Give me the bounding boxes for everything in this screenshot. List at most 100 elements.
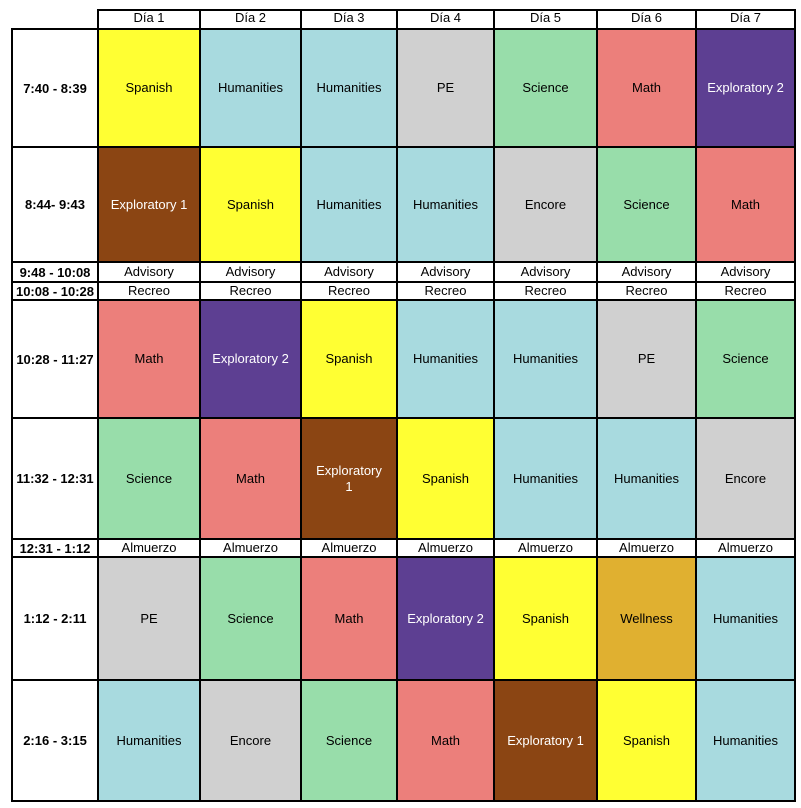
- day-header-3: Día 3: [333, 10, 365, 25]
- schedule-cell: Humanities: [301, 147, 397, 262]
- schedule-cell: Recreo: [397, 282, 494, 300]
- grid-vline: [11, 29, 13, 801]
- schedule-cell: Math: [696, 147, 795, 262]
- time-slot-label: 10:28 - 11:27: [16, 351, 94, 367]
- schedule-cell: Humanities: [397, 147, 494, 262]
- schedule-cell: Advisory: [597, 262, 696, 282]
- schedule-cell: Almuerzo: [301, 539, 397, 557]
- schedule-cell: Exploratory 1: [301, 418, 397, 539]
- schedule-cell: Spanish: [301, 300, 397, 418]
- grid-vline: [199, 9, 201, 801]
- schedule-cell: Encore: [696, 418, 795, 539]
- schedule-cell: PE: [397, 29, 494, 147]
- schedule-cell: Advisory: [301, 262, 397, 282]
- schedule-cell: Almuerzo: [494, 539, 597, 557]
- schedule-cell: Humanities: [494, 300, 597, 418]
- schedule-cell: Exploratory 1: [98, 147, 200, 262]
- schedule-cell: Exploratory 2: [696, 29, 795, 147]
- grid-vline: [300, 9, 302, 801]
- schedule-cell: Almuerzo: [597, 539, 696, 557]
- time-slot-label: 2:16 - 3:15: [23, 733, 87, 748]
- schedule-cell: Humanities: [696, 680, 795, 801]
- grid-hline: [11, 261, 796, 263]
- grid-vline: [97, 9, 99, 801]
- schedule-cell: Wellness: [597, 557, 696, 680]
- schedule-cell: Recreo: [200, 282, 301, 300]
- time-slot-label: 7:40 - 8:39: [23, 80, 87, 96]
- schedule-cell: Almuerzo: [98, 539, 200, 557]
- schedule-cell: Spanish: [200, 147, 301, 262]
- time-slot-label: 11:32 - 12:31: [16, 471, 94, 486]
- schedule-cell: Math: [200, 418, 301, 539]
- schedule-cell: Science: [301, 680, 397, 801]
- schedule-cell: Advisory: [200, 262, 301, 282]
- schedule-cell: Advisory: [696, 262, 795, 282]
- schedule-cell: Almuerzo: [200, 539, 301, 557]
- schedule-cell: Spanish: [98, 29, 200, 147]
- grid-vline: [596, 9, 598, 801]
- schedule-cell: Exploratory 2: [200, 300, 301, 418]
- schedule-cell: Recreo: [494, 282, 597, 300]
- schedule-cell: Spanish: [494, 557, 597, 680]
- schedule-cell: Science: [696, 300, 795, 418]
- schedule-cell: Math: [98, 300, 200, 418]
- grid-hline: [11, 679, 796, 681]
- day-header-2: Día 2: [234, 10, 267, 25]
- day-header-1: Día 1: [133, 10, 165, 25]
- grid-vline: [396, 9, 398, 801]
- schedule-cell: Science: [200, 557, 301, 680]
- schedule-cell: Encore: [200, 680, 301, 801]
- schedule-cell: Humanities: [597, 418, 696, 539]
- grid-hline: [11, 299, 796, 301]
- schedule-cell: Recreo: [301, 282, 397, 300]
- grid-vline: [493, 9, 495, 801]
- schedule-cell: Recreo: [597, 282, 696, 300]
- schedule-cell: Math: [597, 29, 696, 147]
- time-slot-label: 1:12 - 2:11: [23, 611, 87, 626]
- day-header-6: Día 6: [630, 10, 663, 25]
- schedule-cell: Encore: [494, 147, 597, 262]
- grid-vline: [695, 9, 697, 801]
- time-slot-label: 8:44- 9:43: [25, 197, 85, 212]
- grid-hline: [11, 556, 796, 558]
- grid-hline: [11, 538, 796, 540]
- schedule-cell: Exploratory 1: [494, 680, 597, 801]
- day-header-4: Día 4: [429, 10, 462, 25]
- schedule-cell: Recreo: [696, 282, 795, 300]
- grid-vline: [794, 9, 796, 801]
- grid-hline: [11, 28, 796, 30]
- day-header-5: Día 5: [529, 10, 562, 25]
- schedule-cell: Advisory: [397, 262, 494, 282]
- schedule-cell: Exploratory 2: [397, 557, 494, 680]
- time-slot-label: 10:08 - 10:28: [15, 283, 95, 299]
- schedule-cell: Advisory: [494, 262, 597, 282]
- schedule-cell: Almuerzo: [397, 539, 494, 557]
- time-slot-label: 12:31 - 1:12: [19, 540, 91, 556]
- schedule-cell: Humanities: [98, 680, 200, 801]
- time-slot-label: 9:48 - 10:08: [19, 264, 91, 280]
- schedule-cell: Science: [597, 147, 696, 262]
- grid-hline: [11, 417, 796, 419]
- day-header-7: Día 7: [729, 10, 762, 25]
- grid-hline: [98, 9, 795, 11]
- schedule-cell: Advisory: [98, 262, 200, 282]
- schedule-cell: PE: [597, 300, 696, 418]
- grid-hline: [11, 281, 796, 283]
- grid-hline: [11, 146, 796, 148]
- schedule-cell: Humanities: [397, 300, 494, 418]
- schedule-cell: Humanities: [494, 418, 597, 539]
- schedule-cell: Math: [301, 557, 397, 680]
- schedule-cell: Spanish: [597, 680, 696, 801]
- schedule-cell: Almuerzo: [696, 539, 795, 557]
- schedule-cell: Humanities: [301, 29, 397, 147]
- schedule-cell: Recreo: [98, 282, 200, 300]
- schedule-cell: Humanities: [696, 557, 795, 680]
- schedule-cell: Humanities: [200, 29, 301, 147]
- schedule-cell: Math: [397, 680, 494, 801]
- schedule-cell: Science: [98, 418, 200, 539]
- schedule-cell: Spanish: [397, 418, 494, 539]
- schedule-cell: PE: [98, 557, 200, 680]
- schedule-cell: Science: [494, 29, 597, 147]
- grid-hline: [11, 800, 796, 802]
